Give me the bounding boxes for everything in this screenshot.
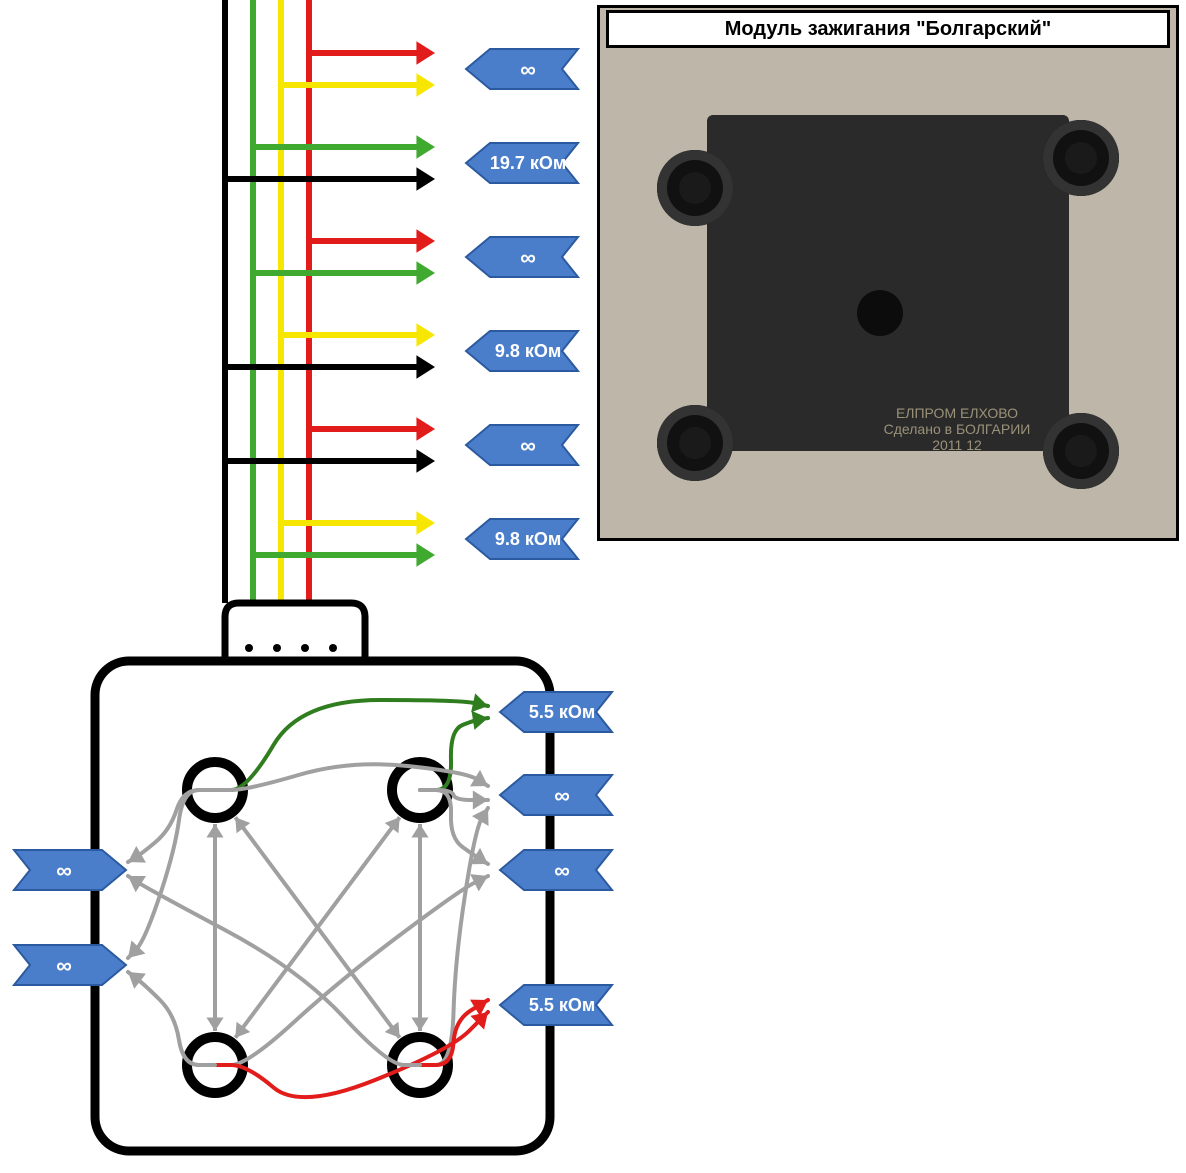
arrowhead-icon xyxy=(416,261,435,285)
arrowhead-icon xyxy=(416,229,435,253)
value-badge-label: ∞ xyxy=(520,57,536,82)
value-badge-label: ∞ xyxy=(554,858,570,883)
value-badge-label: ∞ xyxy=(520,433,536,458)
arrowhead-icon xyxy=(416,417,435,441)
value-badge-label: 9.8 кОм xyxy=(495,341,561,361)
module-outline xyxy=(95,661,550,1151)
arrowhead-icon xyxy=(416,511,435,535)
arrowhead-icon xyxy=(235,817,250,833)
arrowhead-icon xyxy=(385,1022,400,1038)
arrowhead-icon xyxy=(206,1017,223,1031)
arrowhead-icon xyxy=(235,1022,250,1038)
measurement-wire xyxy=(128,972,215,1065)
measurement-wire xyxy=(215,876,488,1065)
connector-pin xyxy=(301,644,309,652)
arrowhead-icon xyxy=(206,824,223,838)
arrowhead-icon xyxy=(416,323,435,347)
measurement-wire xyxy=(128,876,420,1065)
value-badge-label: 19.7 кОм xyxy=(490,153,566,173)
value-badge-label: 9.8 кОм xyxy=(495,529,561,549)
coil-knob xyxy=(857,290,903,336)
value-badge-label: ∞ xyxy=(520,245,536,270)
coil-terminal xyxy=(1043,413,1119,489)
value-badge-label: ∞ xyxy=(56,858,72,883)
connector-pin xyxy=(329,644,337,652)
arrowhead-icon xyxy=(416,355,435,379)
arrowhead-icon xyxy=(416,543,435,567)
photo-title: Модуль зажигания "Болгарский" xyxy=(606,10,1170,48)
value-badge-label: 5.5 кОм xyxy=(529,995,595,1015)
measurement-wire xyxy=(420,808,488,1065)
connector-pin xyxy=(273,644,281,652)
value-badge-label: ∞ xyxy=(554,783,570,808)
connector-pin xyxy=(245,644,253,652)
coil-terminal xyxy=(657,150,733,226)
value-badge-label: 5.5 кОм xyxy=(529,702,595,722)
arrowhead-icon xyxy=(411,824,428,838)
coil-brand-label: ЕЛПРОМ ЕЛХОВО Сделано в БОЛГАРИИ 2011 12 xyxy=(877,405,1037,453)
arrowhead-icon xyxy=(416,41,435,65)
arrowhead-icon xyxy=(416,73,435,97)
arrowhead-icon xyxy=(411,1017,428,1031)
coil-body xyxy=(707,115,1069,451)
coil-terminal xyxy=(657,405,733,481)
arrowhead-icon xyxy=(385,817,400,833)
arrowhead-icon xyxy=(473,790,488,809)
arrowhead-icon xyxy=(416,135,435,159)
arrowhead-icon xyxy=(471,693,488,712)
arrowhead-icon xyxy=(416,449,435,473)
coil-terminal xyxy=(1043,120,1119,196)
connector-outline xyxy=(225,603,365,661)
arrowhead-icon xyxy=(416,167,435,191)
value-badge-label: ∞ xyxy=(56,953,72,978)
